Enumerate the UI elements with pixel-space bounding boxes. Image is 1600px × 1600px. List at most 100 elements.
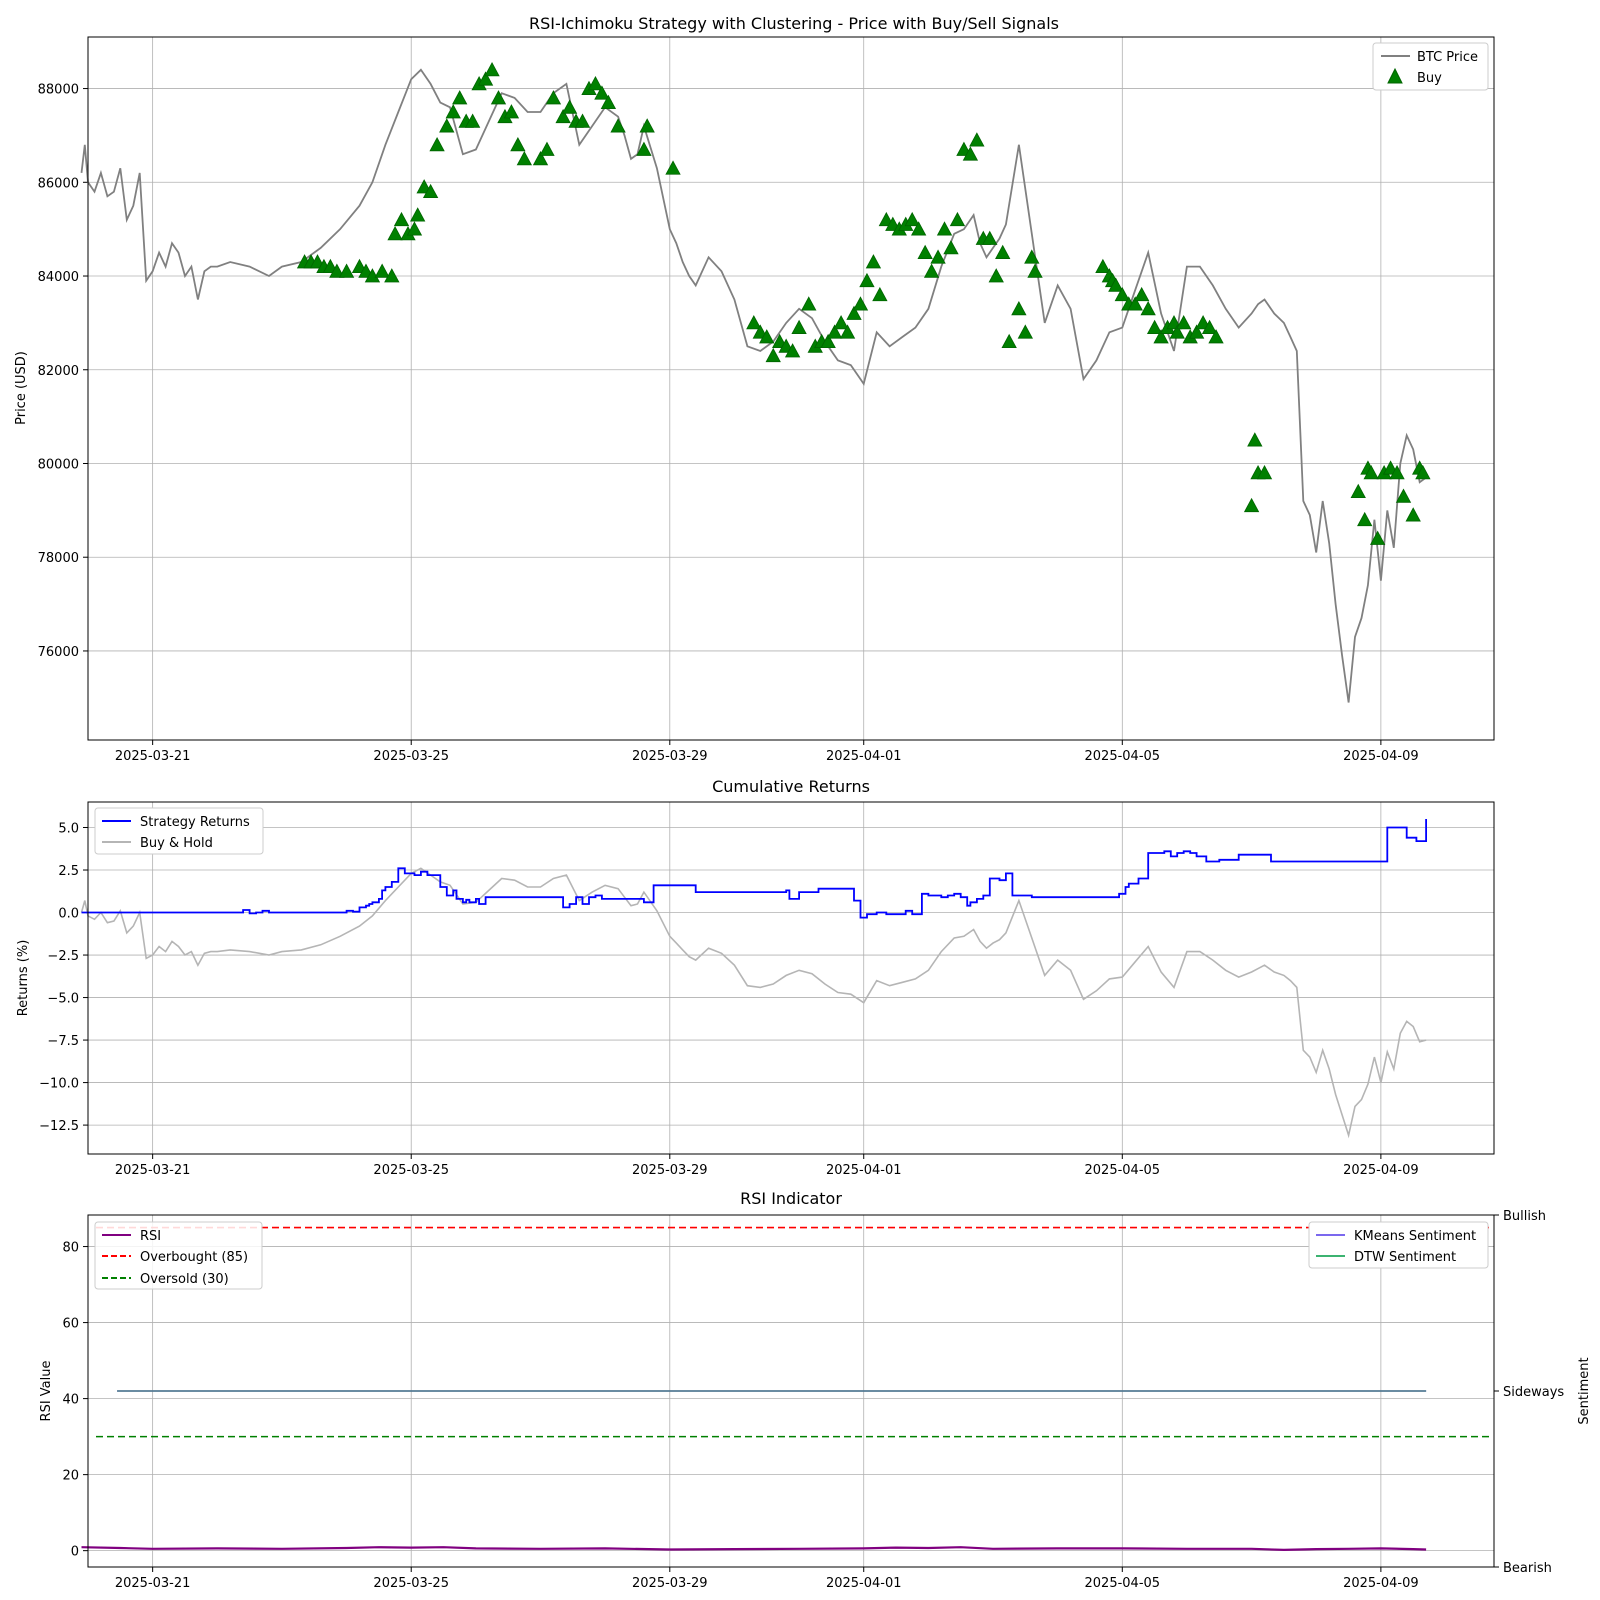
rsi-chart-title: RSI Indicator — [740, 1189, 842, 1208]
price-legend-marker-buy — [1387, 67, 1403, 84]
buy-signal-marker — [962, 146, 979, 161]
buy-signal-marker — [923, 263, 940, 278]
buy-signal-marker — [445, 104, 461, 119]
y-tick-label: 78000 — [38, 551, 79, 566]
x-tick-label: 2025-04-09 — [1343, 1576, 1419, 1591]
x-tick-label: 2025-04-01 — [826, 1576, 902, 1591]
x-tick-label: 2025-03-21 — [115, 1576, 191, 1591]
y-tick-label: −2.5 — [47, 949, 79, 964]
rsi-legend-label-rsi: RSI — [140, 1229, 161, 1244]
buy-signal-marker — [1357, 511, 1373, 527]
buy-signal-marker — [746, 315, 762, 330]
price-legend: BTC Price Buy — [1372, 42, 1489, 91]
buy-signal-marker — [1247, 432, 1263, 447]
buy-signal-marker — [995, 244, 1011, 259]
buy-signal-marker — [1176, 315, 1192, 330]
buy-signal-marker — [1188, 324, 1205, 339]
buy-signal-marker — [1153, 329, 1169, 344]
buy-signal-marker — [561, 99, 578, 114]
rsi-legend: RSI Overbought (85) Oversold (30) — [94, 1221, 263, 1290]
buy-signal-marker — [801, 296, 817, 311]
price-legend-box — [1372, 42, 1489, 91]
strategy-returns-line — [81, 819, 1427, 919]
returns-panel: Cumulative Returns Returns (%) 2025-03-2… — [16, 777, 1495, 1178]
buy-signal-marker — [1134, 286, 1150, 302]
btc-price-line — [80, 68, 1427, 703]
price-ticks: 2025-03-21 2025-03-25 2025-03-29 2025-04-01… — [38, 83, 1419, 764]
buy-signal-marker — [1024, 249, 1040, 264]
buy-signal-marker — [594, 85, 610, 100]
y-tick-label: 0.0 — [58, 907, 79, 922]
buy-signal-marker — [859, 272, 875, 288]
rsi-panel: RSI Indicator RSI Value Sentiment 2025-0… — [39, 1189, 1592, 1591]
returns-ticks: 2025-03-21 2025-03-25 2025-03-29 2025-04-01… — [39, 822, 1418, 1178]
y-tick-label: −5.0 — [47, 992, 79, 1007]
price-axes-frame — [87, 36, 1495, 741]
y2-tick-label: Sideways — [1503, 1385, 1564, 1400]
buy-signal-marker — [600, 94, 617, 110]
buy-signal-marker — [865, 254, 882, 269]
buy-signal-marker — [490, 90, 507, 105]
returns-plot-area — [80, 819, 1427, 1139]
buy-signal-marker — [791, 319, 807, 334]
buy-signal-marker — [1140, 300, 1156, 316]
buy-signal-marker — [439, 118, 455, 133]
y-tick-label: 86000 — [38, 176, 79, 191]
buy-signal-marker — [1001, 333, 1017, 349]
rsi-y2-axis-label: Sentiment — [1577, 1357, 1592, 1424]
y-tick-label: 88000 — [38, 83, 79, 98]
buy-signal-marker — [982, 230, 998, 245]
buy-signal-marker — [1243, 497, 1260, 513]
buy-signal-marker — [765, 347, 781, 363]
buy-signal-marker — [852, 296, 869, 311]
rsi-line — [81, 1546, 1427, 1552]
buy-signal-marker — [1095, 258, 1111, 274]
sentiment-legend: KMeans Sentiment DTW Sentiment — [1308, 1221, 1489, 1269]
buy-signal-marker — [1201, 319, 1218, 334]
buy-signal-marker — [969, 132, 985, 147]
buy-signal-marker — [872, 286, 888, 302]
buy-signal-marker — [820, 333, 836, 349]
buy-signal-marker — [329, 263, 345, 278]
x-tick-label: 2025-04-05 — [1085, 749, 1161, 764]
rsi-y-axis-label: RSI Value — [39, 1361, 54, 1422]
y-tick-label: 80 — [62, 1241, 79, 1256]
price-grid — [88, 37, 1494, 740]
buy-signal-marker — [784, 343, 801, 358]
rsi-legend-box — [94, 1221, 263, 1290]
y-tick-label: 84000 — [38, 270, 79, 285]
buy-signal-marker — [639, 118, 655, 133]
price-plot-area — [80, 61, 1431, 703]
buy-signal-marker — [545, 90, 562, 105]
buy-signal-marker — [587, 76, 604, 91]
y-tick-label: −12.5 — [39, 1119, 79, 1134]
y-tick-label: 2.5 — [58, 864, 79, 879]
buy-signal-marker — [833, 315, 849, 330]
buy-signal-marker — [484, 61, 500, 77]
y-tick-label: 80000 — [38, 457, 79, 472]
returns-grid — [88, 802, 1494, 1154]
buy-signal-marker — [1027, 263, 1043, 278]
y-tick-label: −7.5 — [47, 1034, 79, 1049]
buy-signal-marker — [532, 151, 549, 166]
buy-signal-marker — [1127, 296, 1143, 311]
x-tick-label: 2025-04-01 — [826, 1163, 902, 1178]
y2-tick-label: Bearish — [1503, 1561, 1552, 1576]
x-tick-label: 2025-04-05 — [1085, 1576, 1161, 1591]
x-tick-label: 2025-04-01 — [826, 749, 902, 764]
buy-signal-marker — [516, 151, 533, 166]
y-tick-label: 0 — [71, 1545, 79, 1560]
buy-signal-marker — [1256, 465, 1273, 480]
buy-hold-returns-line — [80, 867, 1427, 1139]
buy-signal-marker — [759, 329, 775, 344]
price-y-axis-label: Price (USD) — [14, 351, 29, 425]
x-tick-label: 2025-03-25 — [373, 1576, 449, 1591]
buy-signal-marker — [406, 221, 423, 236]
buy-signal-marker — [422, 183, 439, 199]
buy-signal-marker — [839, 324, 856, 339]
returns-legend-label-strategy: Strategy Returns — [140, 815, 250, 830]
buy-signal-marker — [477, 71, 494, 86]
x-tick-label: 2025-03-29 — [632, 1163, 708, 1178]
returns-axes-frame — [87, 801, 1495, 1155]
